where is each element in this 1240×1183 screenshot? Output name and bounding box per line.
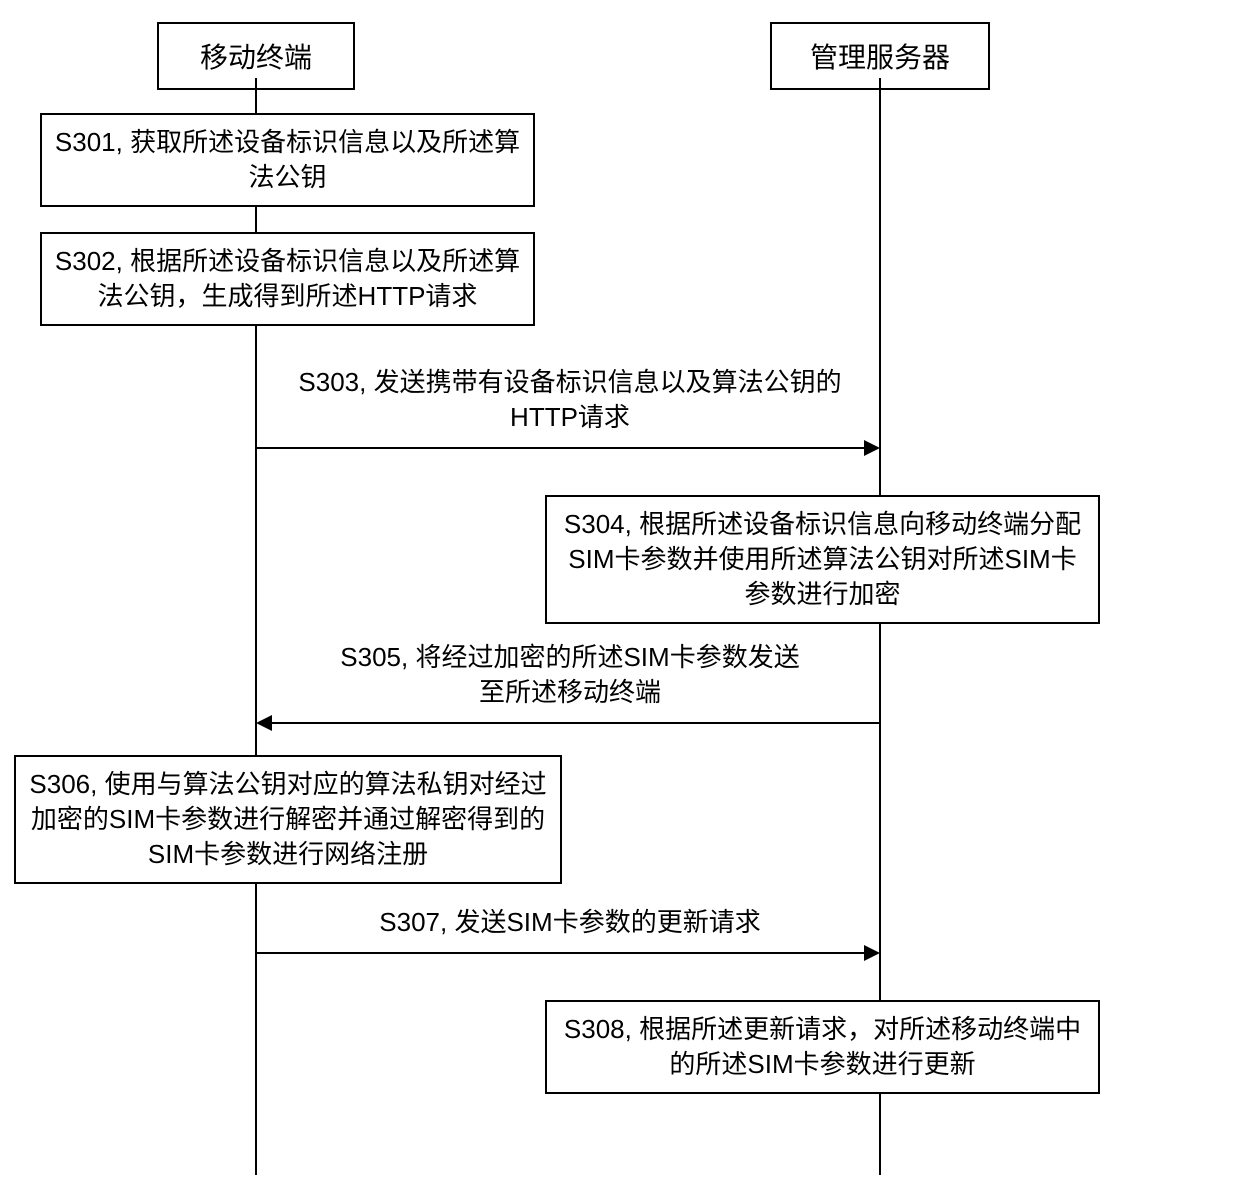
step-s301-text: S301, 获取所述设备标识信息以及所述算法公钥 <box>55 127 520 192</box>
msg-s305-label: S305, 将经过加密的所述SIM卡参数发送至所述移动终端 <box>330 640 810 710</box>
msg-s303-label: S303, 发送携带有设备标识信息以及算法公钥的HTTP请求 <box>275 365 865 435</box>
arrow-s305 <box>266 722 880 724</box>
step-s308-text: S308, 根据所述更新请求，对所述移动终端中的所述SIM卡参数进行更新 <box>564 1014 1081 1079</box>
step-s301: S301, 获取所述设备标识信息以及所述算法公钥 <box>40 113 535 207</box>
participant-left-label: 移动终端 <box>200 42 312 73</box>
arrowhead-s303 <box>864 440 880 456</box>
step-s306: S306, 使用与算法公钥对应的算法私钥对经过加密的SIM卡参数进行解密并通过解… <box>14 755 562 884</box>
msg-s307-text: S307, 发送SIM卡参数的更新请求 <box>379 907 760 937</box>
msg-s305-text: S305, 将经过加密的所述SIM卡参数发送至所述移动终端 <box>340 642 799 707</box>
step-s302-text: S302, 根据所述设备标识信息以及所述算法公钥，生成得到所述HTTP请求 <box>55 246 520 311</box>
step-s302: S302, 根据所述设备标识信息以及所述算法公钥，生成得到所述HTTP请求 <box>40 232 535 326</box>
arrowhead-s307 <box>864 945 880 961</box>
arrowhead-s305 <box>256 715 272 731</box>
msg-s307-label: S307, 发送SIM卡参数的更新请求 <box>275 905 865 940</box>
arrow-s307 <box>256 952 870 954</box>
step-s304: S304, 根据所述设备标识信息向移动终端分配SIM卡参数并使用所述算法公钥对所… <box>545 495 1100 624</box>
msg-s303-text: S303, 发送携带有设备标识信息以及算法公钥的HTTP请求 <box>298 367 841 432</box>
participant-right-label: 管理服务器 <box>810 42 950 73</box>
step-s306-text: S306, 使用与算法公钥对应的算法私钥对经过加密的SIM卡参数进行解密并通过解… <box>29 769 546 869</box>
step-s304-text: S304, 根据所述设备标识信息向移动终端分配SIM卡参数并使用所述算法公钥对所… <box>564 509 1081 609</box>
arrow-s303 <box>256 447 870 449</box>
step-s308: S308, 根据所述更新请求，对所述移动终端中的所述SIM卡参数进行更新 <box>545 1000 1100 1094</box>
